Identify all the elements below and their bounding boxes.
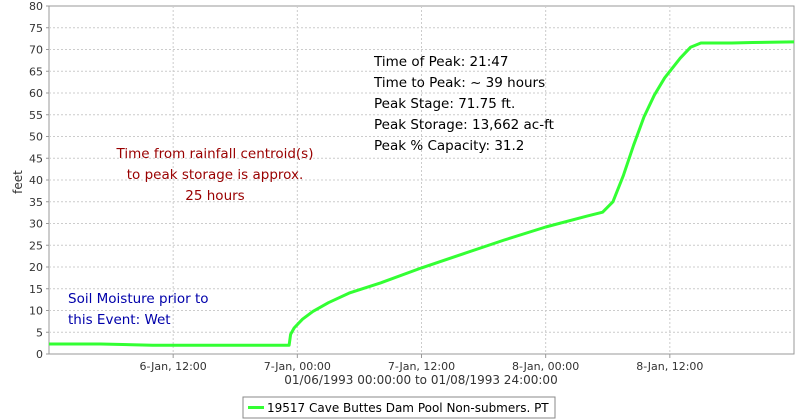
y-tick-labels: 0 5 10 15 20 25 30 35 40 45 50 55 60 65 70 75 80: [29, 0, 49, 361]
y-axis-label: feet: [11, 170, 25, 194]
y-tick-label: 60: [29, 87, 43, 100]
y-tick-label: 15: [29, 283, 43, 296]
annotation-line: this Event: Wet: [68, 312, 171, 328]
y-tick-label: 55: [29, 109, 43, 122]
y-tick-label: 20: [29, 261, 43, 274]
y-tick-label: 80: [29, 0, 43, 13]
annotation-line: Soil Moisture prior to: [68, 291, 209, 307]
legend-entry: 19517 Cave Buttes Dam Pool Non-submers. …: [267, 401, 549, 415]
annotation-line: 25 hours: [185, 188, 244, 204]
x-tick-label: 7-Jan, 12:00: [388, 360, 455, 373]
legend: 19517 Cave Buttes Dam Pool Non-submers. …: [242, 396, 556, 419]
annotation-line: Peak % Capacity: 31.2: [374, 138, 524, 154]
y-tick-label: 75: [29, 22, 43, 35]
x-tick-label: 8-Jan, 00:00: [512, 360, 579, 373]
series-group: [49, 40, 795, 347]
y-tick-label: 35: [29, 196, 43, 209]
y-tick-label: 0: [36, 348, 43, 361]
peak-stats-annotation: Time of Peak: 21:47 Time to Peak: ~ 39 ho…: [373, 54, 554, 154]
annotation-line: Time to Peak: ~ 39 hours: [373, 75, 545, 91]
soil-moisture-annotation: Soil Moisture prior to this Event: Wet: [68, 291, 209, 328]
y-tick-label: 70: [29, 44, 43, 57]
y-tick-label: 40: [29, 174, 43, 187]
x-tick-label: 7-Jan, 00:00: [264, 360, 331, 373]
x-gridlines: [172, 6, 671, 354]
centroid-annotation: Time from rainfall centroid(s) to peak st…: [116, 146, 314, 204]
y-tick-label: 10: [29, 305, 43, 318]
x-axis-label: 01/06/1993 00:00:00 to 01/08/1993 24:00:…: [284, 373, 557, 387]
annotation-line: Time from rainfall centroid(s): [116, 146, 314, 162]
series-line: [49, 40, 795, 347]
annotation-line: Peak Storage: 13,662 ac-ft: [374, 117, 554, 133]
annotation-line: to peak storage is approx.: [127, 167, 304, 183]
x-tick-labels: 6-Jan, 12:00 7-Jan, 00:00 7-Jan, 12:00 8-Ja…: [140, 354, 703, 373]
y-tick-label: 5: [36, 326, 43, 339]
y-tick-label: 50: [29, 131, 43, 144]
y-tick-label: 45: [29, 152, 43, 165]
x-tick-label: 6-Jan, 12:00: [140, 360, 207, 373]
x-tick-label: 8-Jan, 12:00: [636, 360, 703, 373]
y-tick-label: 65: [29, 65, 43, 78]
annotation-line: Peak Stage: 71.75 ft.: [374, 96, 515, 112]
annotation-line: Time of Peak: 21:47: [373, 54, 508, 70]
legend-box: [242, 396, 556, 419]
y-tick-label: 30: [29, 218, 43, 231]
y-tick-label: 25: [29, 239, 43, 252]
